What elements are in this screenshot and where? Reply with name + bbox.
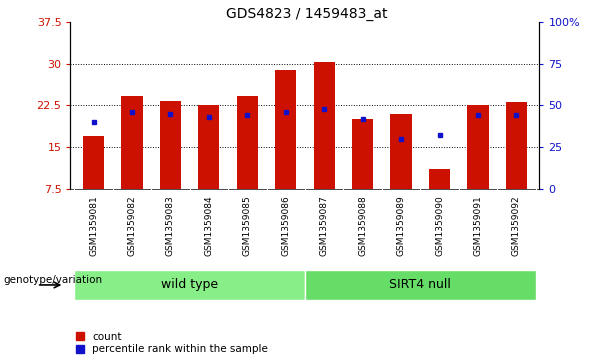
Text: GSM1359092: GSM1359092: [512, 195, 521, 256]
Text: GSM1359091: GSM1359091: [473, 195, 482, 256]
Bar: [83, 136, 104, 189]
Bar: [275, 70, 296, 189]
Bar: [160, 101, 181, 189]
Text: GSM1359090: GSM1359090: [435, 195, 444, 256]
Bar: [352, 119, 373, 189]
Bar: [467, 105, 489, 189]
Text: GSM1359084: GSM1359084: [204, 195, 213, 256]
Bar: [198, 105, 219, 189]
FancyBboxPatch shape: [305, 270, 536, 300]
Bar: [314, 62, 335, 189]
Bar: [429, 169, 450, 189]
Text: GSM1359089: GSM1359089: [397, 195, 406, 256]
Text: GSM1359083: GSM1359083: [166, 195, 175, 256]
Text: GSM1359087: GSM1359087: [320, 195, 329, 256]
FancyBboxPatch shape: [74, 270, 305, 300]
Text: SIRT4 null: SIRT4 null: [389, 278, 451, 291]
Text: GSM1359088: GSM1359088: [358, 195, 367, 256]
Bar: [121, 96, 143, 189]
Text: GSM1359082: GSM1359082: [128, 195, 137, 256]
Bar: [237, 96, 258, 189]
Legend: count, percentile rank within the sample: count, percentile rank within the sample: [75, 332, 268, 354]
Bar: [390, 114, 412, 189]
Text: GSM1359086: GSM1359086: [281, 195, 290, 256]
Text: GSM1359081: GSM1359081: [89, 195, 98, 256]
Text: wild type: wild type: [161, 278, 218, 291]
Text: GSM1359085: GSM1359085: [243, 195, 252, 256]
Bar: [506, 102, 527, 189]
Text: GDS4823 / 1459483_at: GDS4823 / 1459483_at: [226, 7, 387, 21]
Text: genotype/variation: genotype/variation: [3, 274, 102, 285]
